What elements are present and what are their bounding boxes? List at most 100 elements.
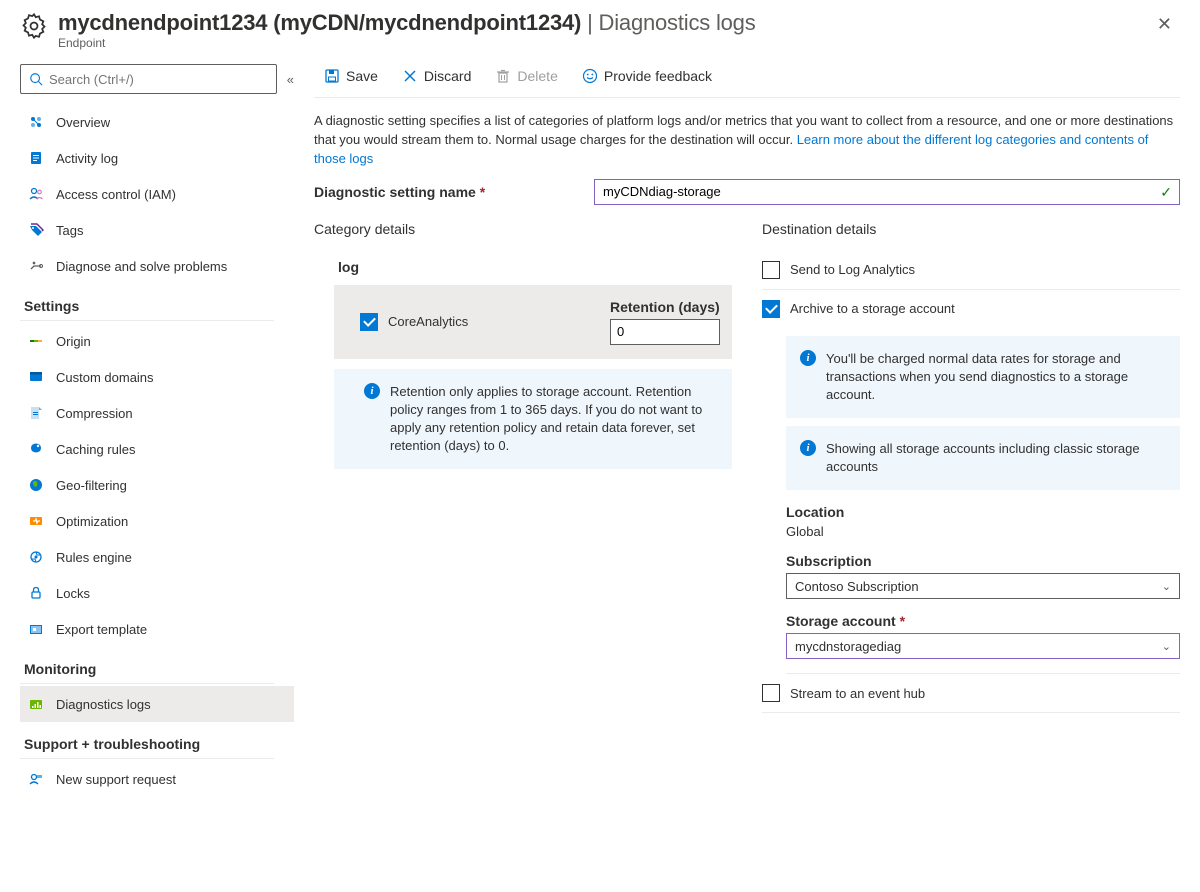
stream-event-hub-checkbox[interactable]: [762, 684, 780, 702]
collapse-sidebar-button[interactable]: «: [287, 72, 294, 87]
compression-icon: [28, 405, 44, 421]
sidebar-item-label: Geo-filtering: [56, 478, 127, 493]
activity-icon: [28, 150, 44, 166]
sidebar-item-label: Locks: [56, 586, 90, 601]
sidebar-item-tags[interactable]: Tags: [20, 212, 294, 248]
sidebar-item-label: Diagnostics logs: [56, 697, 151, 712]
sidebar-item-label: Custom domains: [56, 370, 154, 385]
sidebar-item-label: Export template: [56, 622, 147, 637]
origin-icon: [28, 333, 44, 349]
sidebar-item-label: Caching rules: [56, 442, 136, 457]
description: A diagnostic setting specifies a list of…: [314, 98, 1180, 179]
storage-accounts-info: i Showing all storage accounts including…: [786, 426, 1180, 490]
search-input[interactable]: [49, 72, 268, 87]
core-analytics-checkbox[interactable]: [360, 313, 378, 331]
setting-name-input[interactable]: [594, 179, 1180, 205]
sidebar-item-label: Activity log: [56, 151, 118, 166]
stream-event-hub-label: Stream to an event hub: [790, 686, 925, 701]
sidebar-item-geo-filtering[interactable]: Geo-filtering: [20, 467, 294, 503]
archive-storage-checkbox[interactable]: [762, 300, 780, 318]
main-content: Save Discard Delete Provide feedback A d…: [294, 54, 1200, 886]
feedback-button[interactable]: Provide feedback: [572, 62, 722, 90]
retention-info: i Retention only applies to storage acco…: [334, 369, 732, 470]
sidebar-item-diagnose-and-solve-problems[interactable]: Diagnose and solve problems: [20, 248, 294, 284]
sidebar-item-activity-log[interactable]: Activity log: [20, 140, 294, 176]
domains-icon: [28, 369, 44, 385]
sidebar: « Overview Activity log Access control (IA…: [0, 54, 294, 886]
page-subtitle: Endpoint: [58, 36, 1149, 50]
smile-icon: [582, 68, 598, 84]
page-header: mycdnendpoint1234 (myCDN/mycdnendpoint12…: [0, 0, 1200, 54]
geo-icon: [28, 477, 44, 493]
iam-icon: [28, 186, 44, 202]
sidebar-item-origin[interactable]: Origin: [20, 323, 294, 359]
sidebar-item-label: Optimization: [56, 514, 128, 529]
storage-account-label: Storage account *: [786, 613, 1180, 629]
sidebar-item-label: Diagnose and solve problems: [56, 259, 227, 274]
subscription-select[interactable]: Contoso Subscription ⌄: [786, 573, 1180, 599]
check-icon: ✓: [1160, 184, 1172, 201]
sidebar-item-optimization[interactable]: Optimization: [20, 503, 294, 539]
storage-account-select[interactable]: mycdnstoragediag ⌄: [786, 633, 1180, 659]
sidebar-item-access-control-iam-[interactable]: Access control (IAM): [20, 176, 294, 212]
delete-icon: [495, 68, 511, 84]
archive-storage-label: Archive to a storage account: [790, 301, 955, 316]
info-icon: i: [364, 383, 380, 399]
locks-icon: [28, 585, 44, 601]
gear-icon: [20, 12, 48, 40]
nav-section-monitoring: Monitoring: [20, 647, 274, 684]
sidebar-item-label: Compression: [56, 406, 133, 421]
diagnose-icon: [28, 258, 44, 274]
export-icon: [28, 621, 44, 637]
sidebar-item-rules-engine[interactable]: Rules engine: [20, 539, 294, 575]
sidebar-item-label: Access control (IAM): [56, 187, 176, 202]
sidebar-item-label: New support request: [56, 772, 176, 787]
sidebar-item-diagnostics-logs[interactable]: Diagnostics logs: [20, 686, 294, 722]
toolbar: Save Discard Delete Provide feedback: [314, 54, 1180, 98]
location-value: Global: [786, 524, 824, 539]
search-box[interactable]: [20, 64, 277, 94]
subscription-label: Subscription: [786, 553, 1180, 569]
rules-icon: [28, 549, 44, 565]
search-icon: [29, 72, 43, 86]
close-button[interactable]: ✕: [1149, 10, 1180, 39]
retention-label: Retention (days): [610, 299, 720, 315]
sidebar-item-custom-domains[interactable]: Custom domains: [20, 359, 294, 395]
delete-button: Delete: [485, 62, 567, 90]
tags-icon: [28, 222, 44, 238]
sidebar-item-overview[interactable]: Overview: [20, 104, 294, 140]
diaglogs-icon: [28, 696, 44, 712]
support-icon: [28, 771, 44, 787]
nav-section-support: Support + troubleshooting: [20, 722, 274, 759]
chevron-down-icon: ⌄: [1162, 580, 1171, 593]
send-log-analytics-checkbox[interactable]: [762, 261, 780, 279]
sidebar-item-caching-rules[interactable]: Caching rules: [20, 431, 294, 467]
sidebar-item-export-template[interactable]: Export template: [20, 611, 294, 647]
overview-icon: [28, 114, 44, 130]
optimization-icon: [28, 513, 44, 529]
discard-icon: [402, 68, 418, 84]
sidebar-item-compression[interactable]: Compression: [20, 395, 294, 431]
sidebar-item-label: Origin: [56, 334, 91, 349]
core-analytics-label: CoreAnalytics: [388, 314, 468, 329]
info-icon: i: [800, 440, 816, 456]
retention-input[interactable]: [610, 319, 720, 345]
caching-icon: [28, 441, 44, 457]
destination-title: Destination details: [762, 221, 1180, 237]
sidebar-item-label: Overview: [56, 115, 110, 130]
page-title: mycdnendpoint1234 (myCDN/mycdnendpoint12…: [58, 10, 1149, 36]
info-icon: i: [800, 350, 816, 366]
chevron-down-icon: ⌄: [1162, 640, 1171, 653]
discard-button[interactable]: Discard: [392, 62, 481, 90]
sidebar-item-new-support-request[interactable]: New support request: [20, 761, 294, 797]
location-label: Location: [786, 504, 1180, 520]
save-icon: [324, 68, 340, 84]
save-button[interactable]: Save: [314, 62, 388, 90]
category-title: Category details: [314, 221, 732, 237]
log-row: CoreAnalytics Retention (days): [334, 285, 732, 359]
sidebar-item-label: Rules engine: [56, 550, 132, 565]
sidebar-item-locks[interactable]: Locks: [20, 575, 294, 611]
sidebar-item-label: Tags: [56, 223, 83, 238]
nav-section-settings: Settings: [20, 284, 274, 321]
log-heading: log: [334, 251, 732, 285]
